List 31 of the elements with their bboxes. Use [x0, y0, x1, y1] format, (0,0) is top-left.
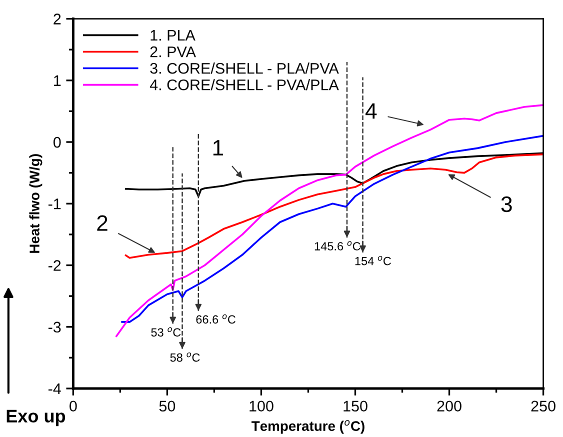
line-series: [116, 104, 544, 338]
x-tick-label: 250: [531, 400, 556, 412]
line-series: [121, 134, 544, 323]
y-tick-label: 0: [53, 136, 61, 148]
y-tick-label: -3: [48, 322, 61, 333]
legend-label: 1. PLA: [150, 30, 196, 41]
y-tick-label: 2: [54, 14, 61, 24]
y-tick-label: -4: [48, 384, 61, 394]
ref-line-label: 154 $^{o}$C: [355, 256, 391, 266]
legend-label: 3. CORE/SHELL - PLA/PVA: [150, 62, 339, 74]
annotation: 3: [501, 196, 512, 212]
x-tick-label: 0: [70, 400, 77, 412]
ref-line-label: 53 $^{o}$C: [151, 327, 181, 337]
legend-label: 2. PVA: [150, 46, 196, 58]
x-tick-label: 150: [344, 400, 368, 412]
annotation: 1: [213, 140, 224, 156]
ref-line-label: 66.6 $^{o}$C: [196, 314, 236, 324]
ref-line-label: 58 $^{o}$C: [170, 352, 200, 362]
x-axis-title: Temperature ($^{o}$C): [252, 420, 364, 434]
y-tick-label: -2: [48, 260, 61, 271]
x-tick-label: 200: [437, 400, 462, 412]
y-axis-title: Heat flwo (W/g): [29, 154, 42, 253]
ref-line-label: 145.6 $^{o}$C: [314, 241, 360, 250]
annotation: 4: [365, 103, 377, 119]
y-tick-label: -1: [48, 198, 61, 210]
text: Exo up: [6, 410, 66, 426]
x-tick-label: 50: [159, 400, 176, 412]
y-tick-label: 1: [54, 75, 61, 86]
x-tick-label: 100: [250, 400, 274, 412]
annotation: 2: [97, 215, 108, 231]
legend-label: 4. CORE/SHELL - PVA/PLA: [150, 79, 339, 90]
